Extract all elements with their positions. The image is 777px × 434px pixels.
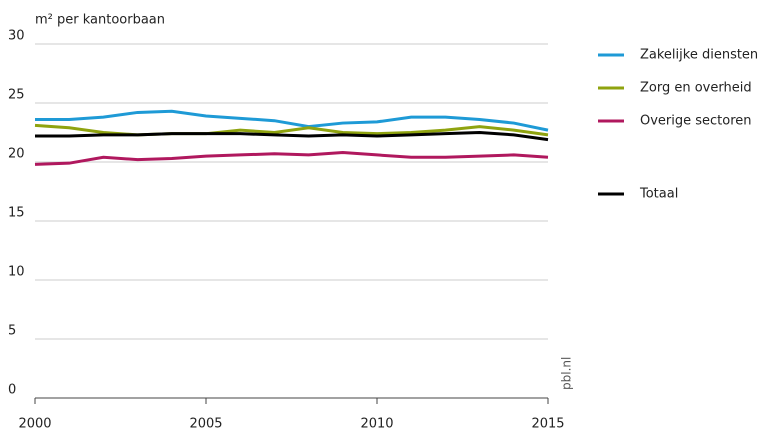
legend-label: Overige sectoren (640, 114, 752, 129)
y-axis-label: m² per kantoorbaan (35, 13, 165, 28)
x-tick-label: 2000 (18, 417, 51, 432)
line (35, 109, 549, 132)
y-tick-label: 15 (8, 206, 25, 221)
x-tick-label: 2010 (360, 417, 393, 432)
x-tick-label: 2005 (189, 417, 222, 432)
legend-label: Zorg en overheid (640, 81, 752, 96)
legend-label: Totaal (639, 187, 678, 202)
line (34, 151, 549, 166)
line (35, 130, 549, 142)
y-tick-label: 30 (8, 29, 25, 44)
x-tick-label: 2015 (531, 417, 564, 432)
source: pbl.nl (560, 357, 574, 390)
legend-label: Zakelijke diensten (640, 48, 758, 63)
y-tick-label: 0 (8, 383, 16, 398)
y-tick-label: 10 (8, 265, 25, 280)
y-tick-label: 20 (8, 147, 25, 162)
y-tick-label: 5 (8, 324, 16, 339)
y-tick-label: 25 (8, 88, 25, 103)
